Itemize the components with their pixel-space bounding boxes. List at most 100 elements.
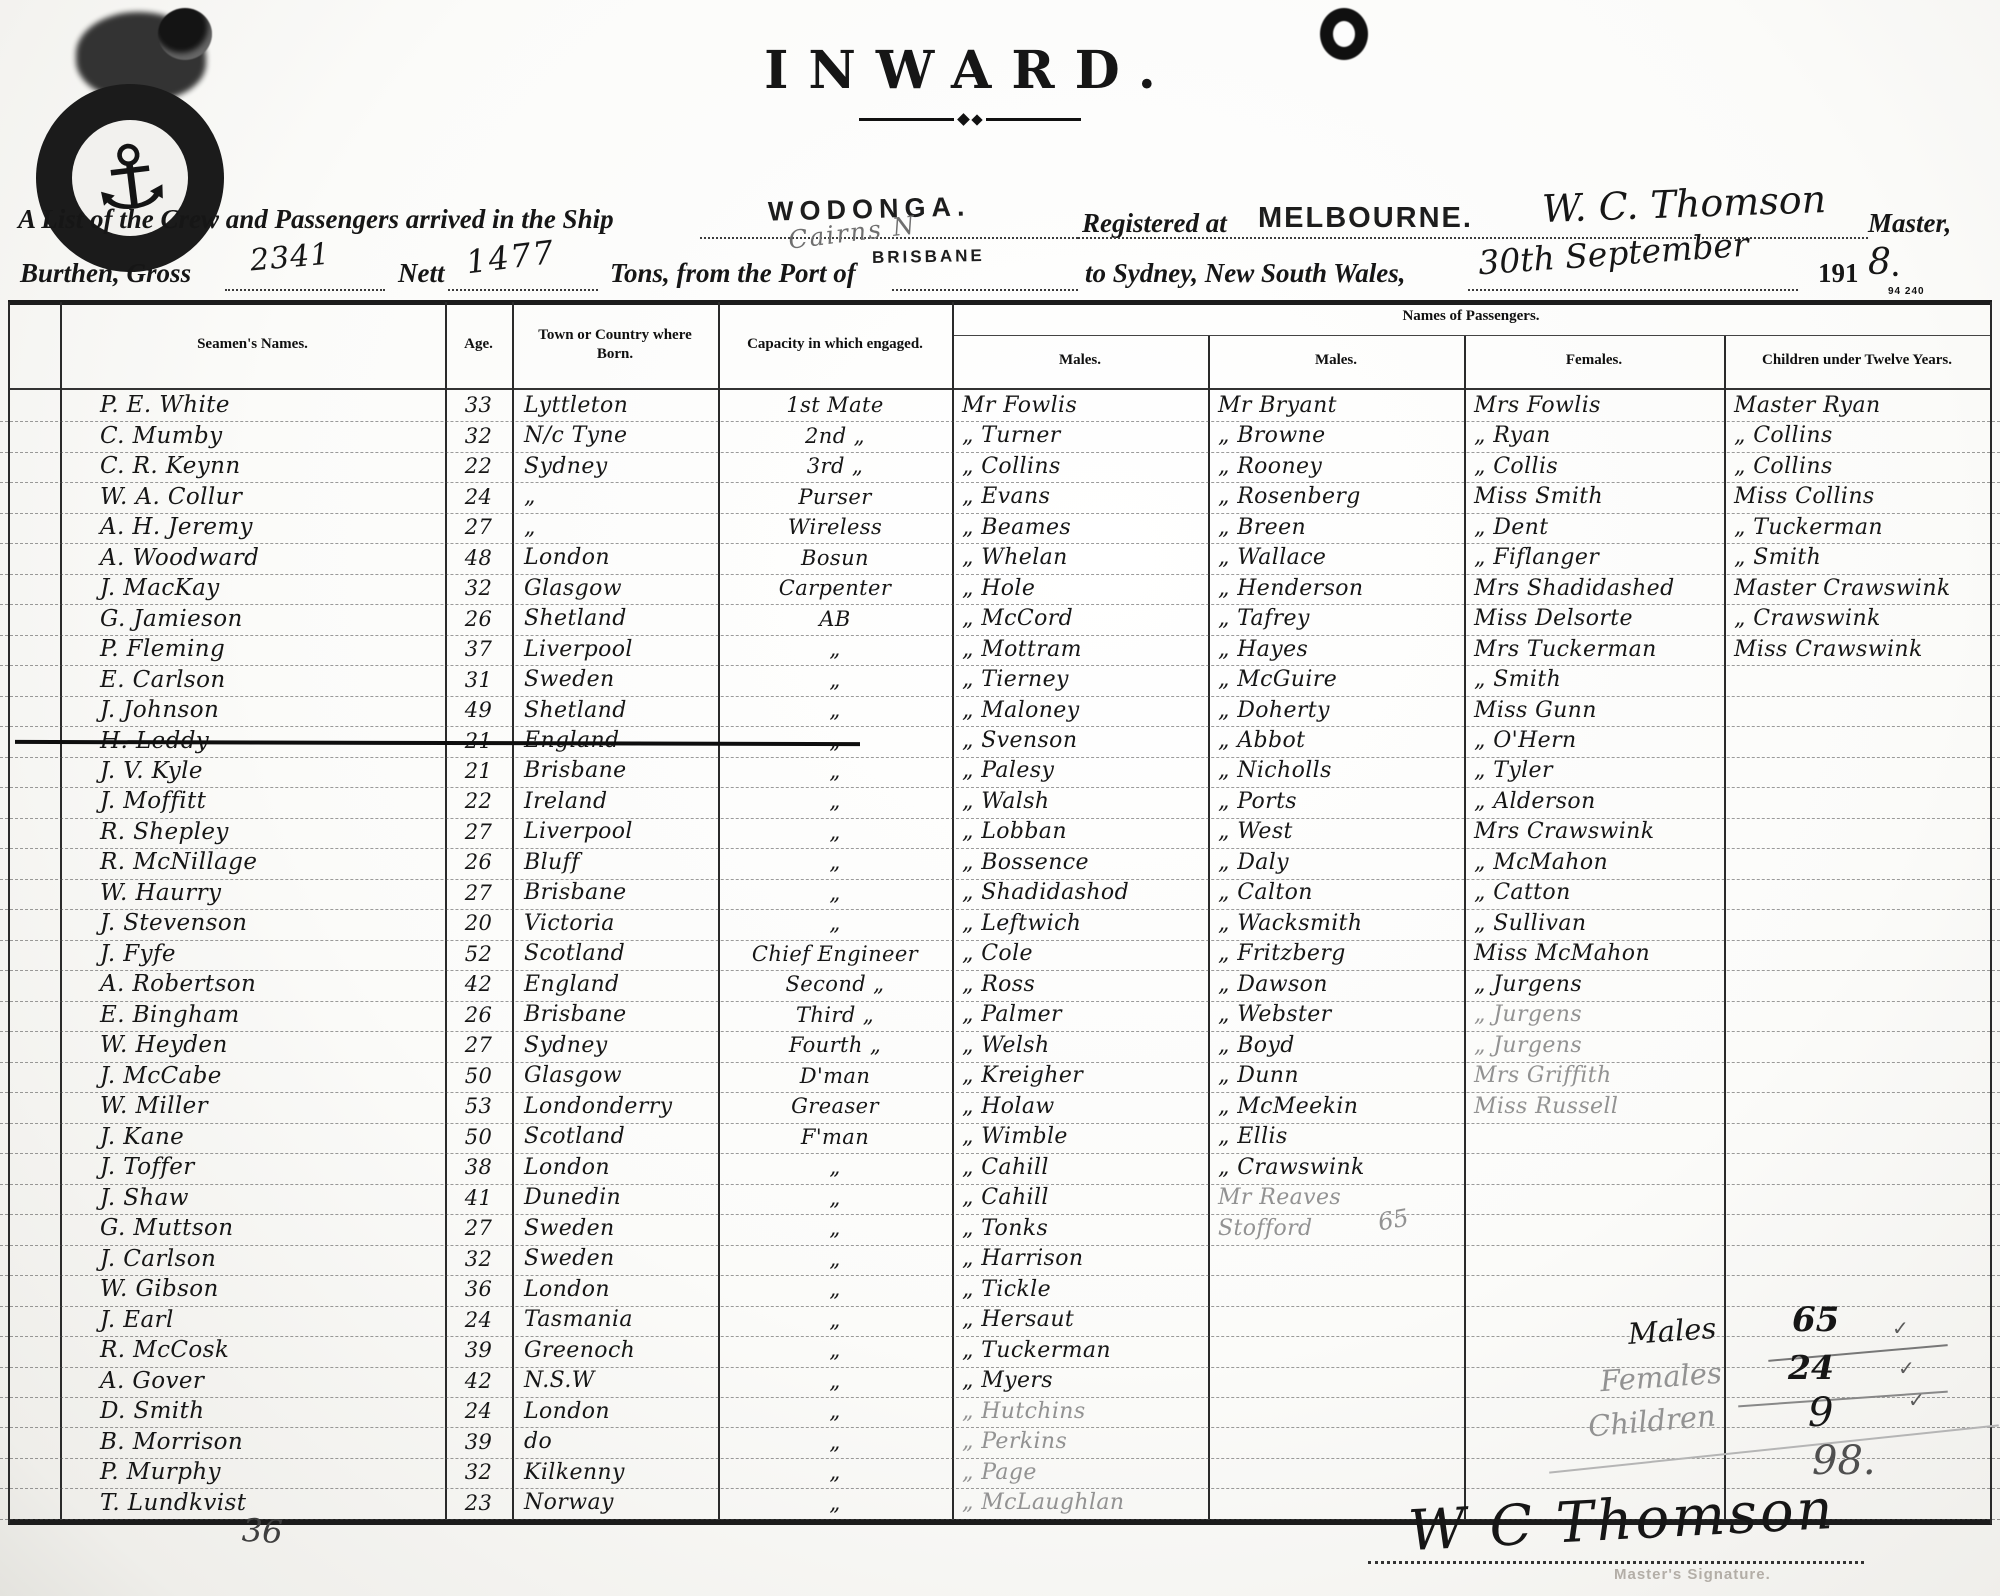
age-cell: 24 [464, 1399, 493, 1424]
form-number: 94 240 [1888, 286, 1925, 297]
passenger-female-cell: „ Sullivan [1474, 910, 1587, 936]
capacity-cell: Greaser [791, 1094, 879, 1119]
capacity-cell: „ [829, 1307, 841, 1332]
seaman-name-cell: E. Carlson [100, 666, 226, 693]
table-row: C. Mumby 32 N/c Tyne 2nd „ „ Turner „ Browne „… [0, 422, 2000, 453]
age-cell: 48 [464, 545, 493, 570]
table-row: J. Stevenson 20 Victoria „ „ Leftwich „ Wacks… [0, 910, 2000, 941]
seaman-name-cell: J. McCabe [100, 1062, 222, 1089]
totals-children-value: 9 [1808, 1390, 1834, 1436]
header-males-1: Males. [1058, 352, 1102, 368]
passenger-female-cell: „ Alderson [1474, 788, 1596, 814]
passenger-female-cell: Miss Delsorte [1474, 606, 1633, 632]
totals-males-label: Males [1626, 1310, 1718, 1352]
passenger-female-cell: „ Catton [1474, 880, 1571, 906]
passenger-child-cell: Master Crawswink [1734, 575, 1951, 601]
town-born-cell: Brisbane [524, 1002, 627, 1028]
town-born-cell: Tasmania [524, 1307, 633, 1333]
age-cell: 21 [464, 758, 493, 783]
town-born-cell: Glasgow [524, 575, 622, 601]
signature-caption: Master's Signature. [1614, 1566, 1771, 1583]
town-born-cell: Sydney [524, 1032, 608, 1058]
table-row: G. Jamieson 26 Shetland AB „ McCord „ Tafrey M… [0, 605, 2000, 636]
age-cell: 50 [464, 1063, 493, 1088]
table-row: B. Morrison 39 do „ „ Perkins [0, 1428, 2000, 1459]
passenger-female-cell: Miss McMahon [1474, 941, 1651, 967]
passenger-male-b-cell: „ Fritzberg [1218, 941, 1346, 967]
age-cell: 24 [464, 484, 493, 509]
passenger-male-b-cell: „ Calton [1218, 880, 1313, 906]
capacity-cell: „ [829, 789, 841, 814]
town-born-cell: Ireland [524, 788, 608, 814]
seaman-name-cell: A. H. Jeremy [100, 514, 253, 541]
capacity-cell: „ [829, 1399, 841, 1424]
bottom-left-number: 36 [241, 1510, 284, 1552]
town-born-cell: „ [524, 484, 536, 510]
header-females: Females. [1565, 352, 1623, 368]
age-cell: 36 [464, 1277, 493, 1302]
pencil-count-annotation: 65 [1375, 1203, 1411, 1237]
passenger-male-a-cell: „ Tuckerman [962, 1337, 1111, 1363]
passenger-male-a-cell: „ Hutchins [962, 1398, 1086, 1424]
passengers-header-underline [952, 335, 1990, 336]
seal-ring: ⚓ [36, 84, 224, 272]
table-row: A. H. Jeremy 27 „ Wireless „ Beames „ Breen „ … [0, 514, 2000, 545]
passenger-female-cell: Mrs Fowlis [1474, 392, 1601, 418]
passenger-male-a-cell: „ Beames [962, 514, 1072, 540]
hole-punch-left [158, 8, 212, 60]
capacity-cell: Wireless [787, 515, 883, 540]
seaman-name-cell: R. Shepley [100, 818, 229, 845]
port-stamp: BRISBANE [871, 246, 985, 267]
passenger-child-cell: „ Tuckerman [1734, 514, 1883, 540]
passenger-child-cell: „ Collins [1734, 423, 1833, 449]
table-row: J. Johnson 49 Shetland „ „ Maloney „ Doherty M… [0, 697, 2000, 728]
table-row: J. V. Kyle 21 Brisbane „ „ Palesy „ Nicholls „… [0, 758, 2000, 789]
town-born-cell: Bluff [524, 849, 580, 875]
capacity-cell: „ [829, 698, 841, 723]
age-cell: 24 [464, 1307, 493, 1332]
town-born-cell: Glasgow [524, 1063, 622, 1089]
seaman-name-cell: J. Kane [100, 1123, 185, 1150]
capacity-cell: „ [829, 1277, 841, 1302]
passenger-male-a-cell: „ Myers [962, 1368, 1053, 1394]
table-row: J. Moffitt 22 Ireland „ „ Walsh „ Ports „ Alde… [0, 788, 2000, 819]
age-cell: 27 [464, 1033, 493, 1058]
age-cell: 27 [464, 1216, 493, 1241]
seaman-name-cell: A. Robertson [100, 971, 257, 998]
passenger-female-cell: „ McMahon [1474, 849, 1609, 875]
burthen-label: Burthen, Gross [20, 258, 192, 288]
passenger-male-b-cell: „ Boyd [1218, 1032, 1295, 1058]
passenger-male-b-cell: „ Henderson [1218, 575, 1364, 601]
seaman-name-cell: G. Jamieson [100, 605, 243, 632]
capacity-cell: „ [829, 1368, 841, 1393]
header-children: Children under Twelve Years. [1761, 352, 1952, 368]
passenger-male-a-cell: „ Cole [962, 941, 1033, 967]
column-line-capacity-passengers [952, 302, 954, 1520]
passenger-female-cell: „ Fiflanger [1474, 545, 1600, 571]
passenger-male-a-cell: „ Mottram [962, 636, 1082, 662]
age-cell: 49 [464, 698, 493, 723]
seaman-name-cell: W. Heyden [100, 1032, 228, 1059]
age-cell: 50 [464, 1124, 493, 1149]
passenger-male-a-cell: „ McCord [962, 606, 1074, 632]
year-period: . [1893, 252, 1900, 282]
table-row: W. A. Collur 24 „ Purser „ Evans „ Rosenberg M… [0, 483, 2000, 514]
town-born-cell: Sweden [524, 1246, 615, 1272]
table-row: H. Leddy21England„„ Svenson„ Abbot„ O'He… [0, 727, 2000, 758]
header-capacity: Capacity in which engaged. [747, 336, 923, 352]
passenger-male-a-cell: „ Tonks [962, 1215, 1049, 1241]
age-cell: 20 [464, 911, 493, 936]
capacity-cell: „ [829, 637, 841, 662]
passenger-male-b-cell: „ Tafrey [1218, 606, 1310, 632]
table-row: R. McNillage 26 Bluff „ „ Bossence „ Daly „ Mc… [0, 849, 2000, 880]
passenger-male-b-cell: „ Dawson [1218, 971, 1328, 997]
capacity-cell: „ [829, 1185, 841, 1210]
age-cell: 42 [464, 1368, 493, 1393]
table-row: R. Shepley 27 Liverpool „ „ Lobban „ West Mrs … [0, 818, 2000, 850]
town-born-cell: Sweden [524, 1215, 615, 1241]
seaman-name-cell: C. Mumby [100, 422, 223, 449]
age-cell: 32 [464, 1460, 493, 1485]
town-born-cell: Shetland [524, 697, 627, 723]
town-born-cell: Brisbane [524, 758, 627, 784]
